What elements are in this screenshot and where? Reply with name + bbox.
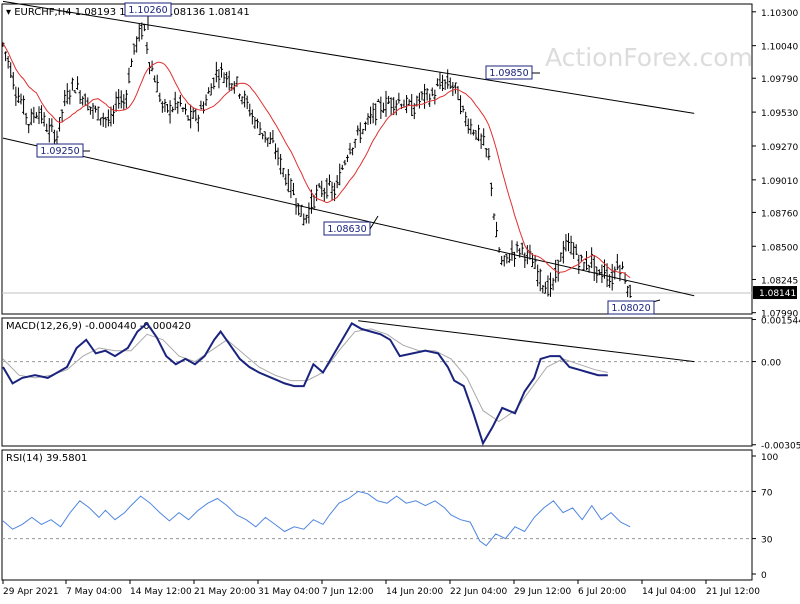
- price-label-text: 1.10260: [128, 5, 167, 16]
- macd-pane-frame: [1, 317, 753, 447]
- x-tick-label: 14 Jun 20:00: [386, 587, 443, 597]
- channel-upper-line: [2, 0, 695, 114]
- rsi-y-tick-label: 100: [761, 453, 778, 463]
- x-tick-label: 7 May 04:00: [66, 587, 122, 597]
- x-tick-label: 6 Jul 20:00: [578, 587, 627, 597]
- price-y-tick-label: 1.09010: [761, 177, 798, 187]
- rsi-y-tick-label: 30: [761, 536, 773, 546]
- price-label-text: 1.09250: [40, 146, 79, 157]
- rsi-label: RSI(14) 39.5801: [6, 453, 87, 464]
- rsi-line: [2, 490, 631, 547]
- x-tick-label: 21 May 20:00: [194, 587, 256, 597]
- price-label-text: 1.09850: [489, 68, 528, 79]
- price-label-box: [607, 300, 655, 315]
- price-y-tick-label: 1.10040: [761, 43, 798, 53]
- rsi-y-tick-label: 70: [761, 488, 773, 498]
- price-label-box: [323, 221, 371, 236]
- price-y-tick-label: 1.07990: [761, 310, 798, 320]
- price-pane-frame: [1, 3, 753, 315]
- last-price-tag-label: 1.08141: [759, 289, 796, 299]
- macd-label: MACD(12,26,9) -0.000440 -0.000420: [6, 321, 191, 332]
- macd-trend-line: [358, 320, 695, 363]
- price-label-leader: [369, 215, 379, 230]
- price-label-box: [124, 2, 172, 17]
- macd-y-tick-label: 0.00: [761, 359, 781, 369]
- price-y-tick-label: 1.09530: [761, 109, 798, 119]
- rsi-pane-frame: [1, 449, 753, 581]
- watermark-text: ActionForex.com: [545, 43, 753, 72]
- price-y-tick-label: 1.09270: [761, 143, 798, 153]
- x-tick-label: 29 Apr 2021: [3, 587, 59, 597]
- x-tick-label: 22 Jun 04:00: [450, 587, 507, 597]
- price-label-box: [36, 143, 84, 158]
- x-tick-label: 14 May 12:00: [130, 587, 192, 597]
- macd-line: [2, 321, 608, 446]
- price-y-tick-label: 1.08500: [761, 243, 798, 253]
- price-label-box: [485, 65, 533, 80]
- price-label-text: 1.08020: [611, 303, 650, 314]
- x-tick-label: 21 Jul 12:00: [706, 587, 760, 597]
- rsi-y-tick-label: 0: [761, 571, 767, 581]
- price-y-tick-label: 1.09790: [761, 75, 798, 85]
- x-tick-label: 7 Jun 12:00: [322, 587, 374, 597]
- x-tick-label: 14 Jul 04:00: [642, 587, 696, 597]
- price-y-tick-label: 1.08245: [761, 276, 798, 286]
- moving-average-line: [2, 43, 631, 279]
- macd-y-tick-label: -0.003054: [761, 442, 800, 452]
- price-y-tick-label: 1.10300: [761, 9, 798, 19]
- price-y-tick-label: 1.08760: [761, 209, 798, 219]
- x-tick-label: 31 May 04:00: [258, 587, 320, 597]
- macd-y-tick-label: 0.001544: [761, 317, 800, 327]
- x-tick-label: 29 Jun 12:00: [514, 587, 571, 597]
- last-price-tag: [753, 286, 797, 300]
- price-label-text: 1.08630: [327, 224, 366, 235]
